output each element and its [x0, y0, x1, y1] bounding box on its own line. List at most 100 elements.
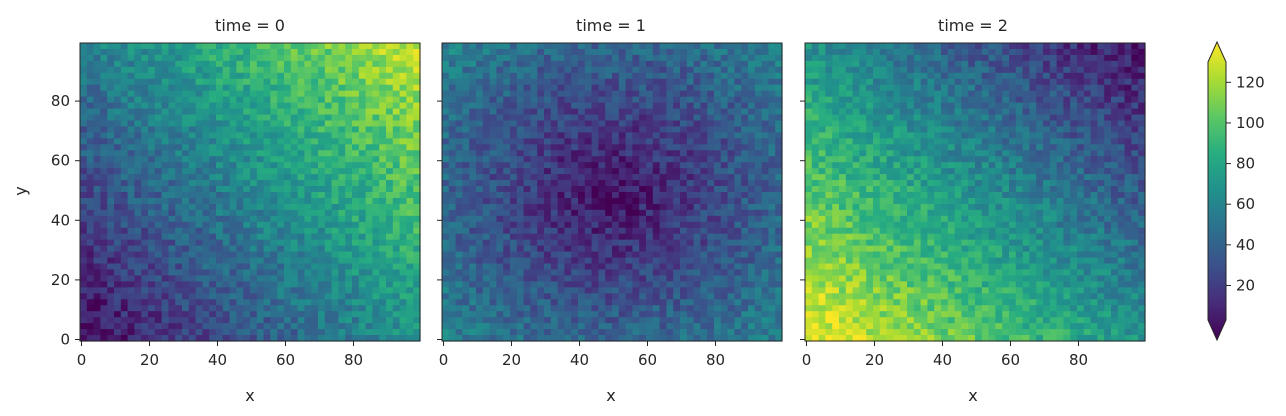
- heatmap-cell: [720, 78, 729, 86]
- heatmap-cell: [748, 251, 756, 259]
- heatmap-cell: [612, 251, 620, 259]
- heatmap-cell: [263, 54, 271, 62]
- heatmap-cell: [182, 257, 190, 265]
- heatmap-cell: [489, 78, 497, 86]
- heatmap-cell: [686, 257, 695, 265]
- heatmap-cell: [625, 126, 633, 133]
- heatmap-cell: [297, 197, 305, 205]
- heatmap-cell: [229, 203, 237, 211]
- heatmap-cell: [413, 251, 421, 259]
- heatmap-cell: [455, 245, 463, 253]
- heatmap-cell: [727, 54, 735, 62]
- heatmap-cell: [530, 263, 538, 271]
- heatmap-cell: [707, 90, 715, 98]
- heatmap-cell: [168, 78, 176, 86]
- heatmap-cell: [379, 251, 387, 259]
- heatmap-cell: [182, 215, 190, 223]
- heatmap-cell: [222, 293, 231, 300]
- heatmap-cell: [80, 144, 88, 151]
- heatmap-cell: [727, 120, 735, 128]
- heatmap-cell: [605, 138, 613, 145]
- heatmap-cell: [195, 239, 203, 247]
- heatmap-cell: [754, 299, 763, 306]
- heatmap-cell: [571, 96, 579, 104]
- heatmap-cell: [168, 323, 176, 330]
- heatmap-cell: [413, 287, 421, 294]
- heatmap-cell: [496, 329, 504, 336]
- heatmap-cell: [448, 257, 457, 265]
- heatmap-cell: [216, 174, 224, 181]
- heatmap-cell: [591, 221, 599, 229]
- heatmap-cell: [114, 245, 122, 253]
- heatmap-cell: [202, 78, 210, 86]
- heatmap-cell: [503, 162, 511, 169]
- heatmap-cell: [250, 215, 258, 223]
- heatmap-cell: [134, 156, 142, 163]
- heatmap-cell: [311, 114, 319, 122]
- heatmap-cell: [741, 245, 749, 253]
- heatmap-cell: [496, 269, 504, 277]
- heatmap-cell: [345, 305, 353, 312]
- heatmap-cell: [530, 102, 538, 110]
- heatmap-cell: [659, 257, 667, 265]
- heatmap-cell: [768, 197, 776, 205]
- heatmap-cell: [352, 60, 360, 68]
- heatmap-cell: [331, 293, 339, 300]
- heatmap-cell: [209, 114, 217, 122]
- heatmap-cell: [127, 275, 135, 282]
- heatmap-cell: [161, 192, 169, 199]
- heatmap-cell: [748, 66, 756, 74]
- heatmap-cell: [734, 209, 742, 217]
- heatmap-cell: [646, 287, 654, 294]
- heatmap-cell: [591, 78, 599, 86]
- heatmap-cell: [277, 180, 285, 187]
- heatmap-cell: [598, 215, 606, 223]
- heatmap-cell: [168, 150, 176, 157]
- heatmap-cell: [476, 197, 484, 205]
- heatmap-cell: [680, 317, 688, 324]
- heatmap-cell: [516, 233, 525, 241]
- heatmap-cell: [386, 96, 394, 104]
- heatmap-cell: [455, 43, 463, 50]
- heatmap-cell: [86, 132, 95, 139]
- heatmap-cell: [544, 180, 552, 187]
- heatmap-cell: [365, 257, 373, 265]
- heatmap-cell: [331, 162, 339, 169]
- heatmap-cell: [455, 233, 463, 241]
- heatmap-cell: [331, 186, 339, 193]
- heatmap-cell: [413, 66, 421, 74]
- heatmap-cell: [714, 78, 722, 86]
- heatmap-cell: [646, 245, 654, 253]
- heatmap-cell: [182, 281, 190, 288]
- heatmap-cell: [591, 233, 599, 241]
- heatmap-cell: [175, 114, 183, 122]
- heatmap-cell: [182, 239, 190, 247]
- heatmap-cell: [243, 84, 251, 92]
- heatmap-cell: [175, 144, 183, 151]
- heatmap-cell: [646, 275, 654, 282]
- heatmap-cell: [304, 275, 312, 282]
- heatmap-cell: [80, 186, 88, 193]
- heatmap-cell: [605, 156, 613, 163]
- heatmap-cell: [673, 293, 681, 300]
- heatmap-cell: [406, 335, 414, 342]
- heatmap-cell: [243, 108, 251, 116]
- heatmap-cell: [530, 120, 538, 128]
- heatmap-cell: [496, 43, 504, 50]
- heatmap-cell: [673, 90, 681, 98]
- heatmap-cell: [413, 221, 421, 229]
- heatmap-cell: [503, 233, 511, 241]
- heatmap-cell: [646, 162, 654, 169]
- heatmap-cell: [352, 48, 360, 56]
- heatmap-cell: [399, 287, 407, 294]
- heatmap-cell: [489, 192, 497, 199]
- heatmap-cell: [120, 311, 129, 318]
- heatmap-cell: [277, 257, 285, 265]
- heatmap-cell: [618, 269, 627, 277]
- heatmap-cell: [578, 233, 586, 241]
- heatmap-cell: [236, 281, 244, 288]
- heatmap-cell: [537, 251, 545, 259]
- heatmap-cell: [530, 239, 538, 247]
- heatmap-cell: [632, 60, 640, 68]
- heatmap-cell: [80, 150, 88, 157]
